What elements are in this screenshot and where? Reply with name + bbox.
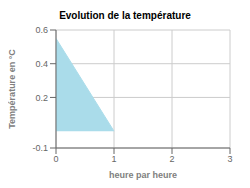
svg-text:0.2: 0.2	[35, 93, 48, 103]
svg-text:2: 2	[169, 154, 174, 164]
html-text:Evolution de la température: Evolution de la température	[59, 10, 191, 21]
svg-text:0: 0	[53, 154, 58, 164]
svg-text:0.4: 0.4	[35, 59, 48, 69]
svg-text:1: 1	[111, 154, 116, 164]
svg-text:0.6: 0.6	[35, 25, 48, 35]
svg-text:Température en °C: Température en °C	[8, 49, 17, 129]
svg-text:3: 3	[227, 154, 232, 164]
svg-text:-0.1: -0.1	[32, 143, 48, 153]
svg-text:heure par heure: heure par heure	[109, 170, 177, 180]
